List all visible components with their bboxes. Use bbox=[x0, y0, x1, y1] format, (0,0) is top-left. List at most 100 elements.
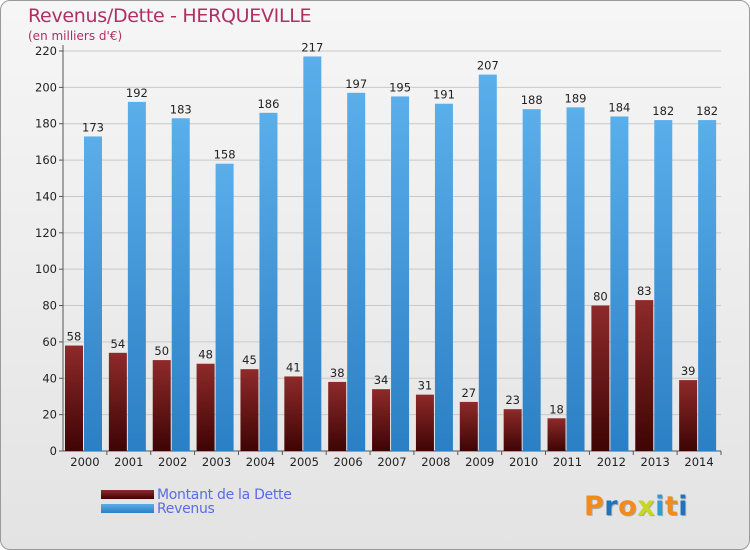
bar-dette bbox=[635, 300, 654, 451]
legend-swatch-revenus bbox=[101, 504, 154, 513]
bar-dette bbox=[65, 345, 83, 451]
bar-dette bbox=[459, 401, 478, 451]
data-label-dette: 23 bbox=[505, 393, 520, 407]
x-tick-label: 2006 bbox=[333, 455, 362, 469]
logo-letter: t bbox=[664, 491, 679, 522]
data-label-revenus: 217 bbox=[301, 40, 323, 54]
data-label-dette: 50 bbox=[154, 344, 169, 358]
legend-label-dette: Montant de la Dette bbox=[157, 487, 292, 503]
x-tick-label: 2013 bbox=[641, 455, 670, 469]
y-tick-label: 140 bbox=[35, 189, 57, 203]
y-tick-label: 200 bbox=[35, 80, 57, 94]
bar-revenus bbox=[171, 118, 190, 451]
bar-revenus bbox=[654, 120, 673, 451]
data-label-revenus: 184 bbox=[608, 100, 630, 114]
bar-dette bbox=[591, 305, 610, 451]
data-label-revenus: 173 bbox=[82, 120, 104, 134]
legend-label-revenus: Revenus bbox=[157, 501, 215, 517]
data-label-revenus: 191 bbox=[433, 88, 455, 102]
legend-swatch-dette bbox=[101, 490, 154, 499]
logo-letter: x bbox=[637, 491, 656, 522]
bar-dette bbox=[152, 360, 171, 451]
bar-dette bbox=[547, 418, 566, 451]
x-tick-label: 2008 bbox=[421, 455, 450, 469]
data-label-revenus: 189 bbox=[565, 91, 587, 105]
x-tick-label: 2003 bbox=[202, 455, 231, 469]
data-label-dette: 48 bbox=[198, 348, 213, 362]
bar-revenus bbox=[434, 103, 453, 452]
data-label-dette: 18 bbox=[549, 402, 564, 416]
y-tick-label: 40 bbox=[42, 371, 57, 385]
chart-title: Revenus/Dette - HERQUEVILLE bbox=[28, 5, 312, 27]
y-tick-label: 180 bbox=[35, 117, 57, 131]
bar-dette bbox=[679, 380, 698, 451]
x-tick-label: 2012 bbox=[597, 455, 626, 469]
data-label-revenus: 188 bbox=[521, 93, 543, 107]
x-tick-label: 2010 bbox=[509, 455, 538, 469]
data-label-revenus: 195 bbox=[389, 80, 411, 94]
data-label-revenus: 197 bbox=[345, 77, 367, 91]
x-tick-label: 2000 bbox=[70, 455, 99, 469]
bar-dette bbox=[503, 409, 522, 451]
data-label-revenus: 192 bbox=[126, 86, 148, 100]
x-tick-label: 2009 bbox=[465, 455, 494, 469]
data-label-revenus: 158 bbox=[214, 148, 236, 162]
data-label-dette: 38 bbox=[330, 366, 345, 380]
bar-revenus bbox=[566, 107, 585, 451]
bar-dette bbox=[108, 352, 127, 451]
logo-letter: i bbox=[655, 491, 665, 522]
bar-revenus bbox=[391, 96, 410, 452]
bars bbox=[65, 56, 717, 452]
data-label-dette: 83 bbox=[637, 284, 652, 298]
y-tick-label: 220 bbox=[35, 44, 57, 58]
y-tick-label: 80 bbox=[42, 299, 57, 313]
bar-revenus bbox=[259, 112, 278, 452]
x-tick-label: 2005 bbox=[290, 455, 319, 469]
x-tick-label: 2014 bbox=[684, 455, 713, 469]
data-label-dette: 80 bbox=[593, 290, 608, 304]
bar-dette bbox=[196, 363, 215, 451]
bar-revenus bbox=[303, 56, 322, 452]
bar-dette bbox=[328, 381, 347, 451]
data-label-revenus: 182 bbox=[652, 104, 674, 118]
x-tick-label: 2002 bbox=[158, 455, 187, 469]
bar-revenus bbox=[478, 74, 497, 452]
y-tick-label: 60 bbox=[42, 335, 57, 349]
x-tick-label: 2001 bbox=[114, 455, 143, 469]
bar-revenus bbox=[84, 136, 102, 452]
data-label-revenus: 186 bbox=[257, 97, 279, 111]
data-label-revenus: 207 bbox=[477, 59, 499, 73]
bar-dette bbox=[415, 394, 434, 451]
chart-subtitle: (en milliers d'€) bbox=[28, 29, 123, 43]
logo-letter: P bbox=[584, 491, 605, 522]
logo-letter: r bbox=[604, 491, 619, 522]
bar-revenus bbox=[610, 116, 629, 452]
data-label-dette: 39 bbox=[681, 364, 696, 378]
data-label-revenus: 182 bbox=[696, 104, 718, 118]
bar-dette bbox=[284, 376, 303, 451]
bar-revenus bbox=[698, 120, 717, 451]
y-tick-label: 100 bbox=[35, 262, 57, 276]
proxiti-logo: Proxiti bbox=[584, 491, 688, 522]
data-label-dette: 31 bbox=[418, 379, 433, 393]
data-labels: 58 173 54 192 50 183 48 158 45 186 41 217 38 197 34 195… bbox=[67, 40, 718, 416]
data-label-dette: 41 bbox=[286, 360, 301, 374]
data-label-dette: 34 bbox=[374, 373, 389, 387]
data-label-dette: 45 bbox=[242, 353, 257, 367]
data-label-dette: 54 bbox=[111, 337, 126, 351]
data-label-dette: 58 bbox=[67, 330, 82, 344]
bar-revenus bbox=[215, 163, 234, 451]
y-tick-label: 120 bbox=[35, 226, 57, 240]
logo-letter: i bbox=[678, 491, 689, 522]
logo-letter: o bbox=[618, 491, 638, 522]
bar-revenus bbox=[127, 101, 146, 451]
x-tick-label: 2011 bbox=[553, 455, 582, 469]
data-label-dette: 27 bbox=[461, 386, 476, 400]
y-tick-label: 0 bbox=[50, 444, 57, 458]
bar-dette bbox=[240, 369, 259, 451]
bar-revenus bbox=[347, 92, 366, 452]
data-label-revenus: 183 bbox=[170, 102, 192, 116]
y-tick-label: 20 bbox=[42, 408, 57, 422]
